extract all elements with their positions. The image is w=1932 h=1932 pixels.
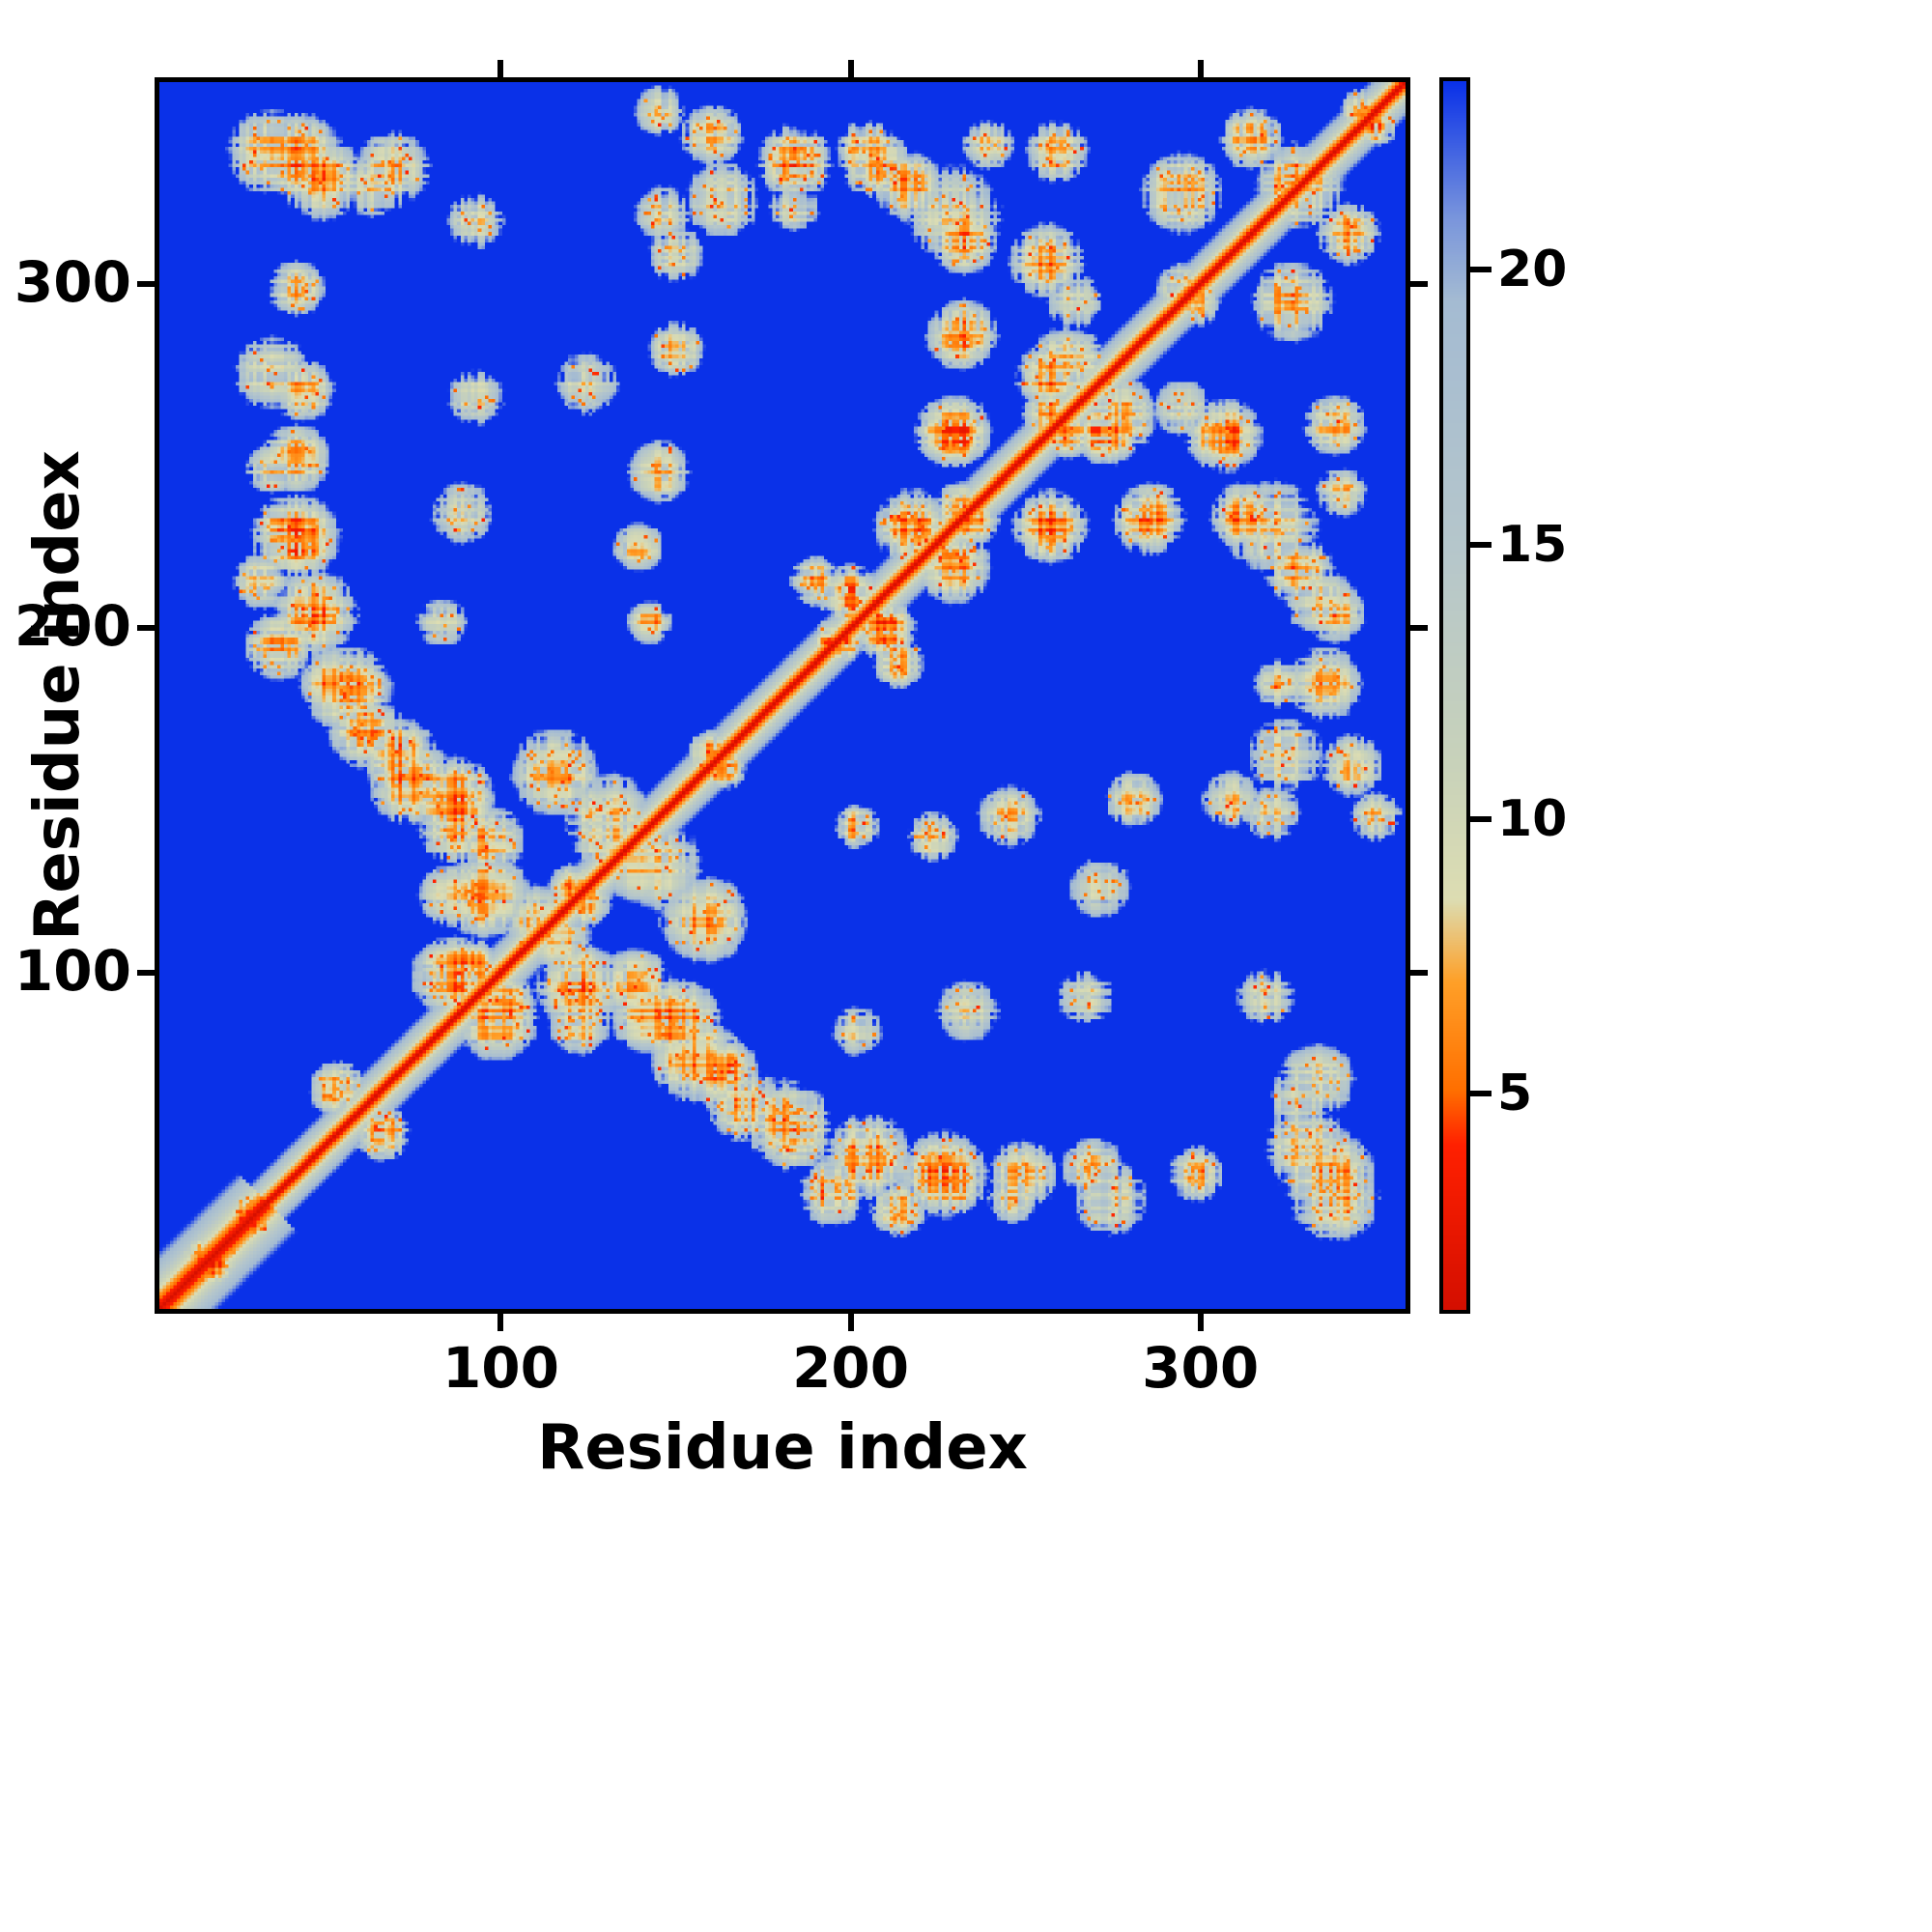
y-tick-right: [1410, 625, 1428, 632]
colorbar-tick-label: 15: [1497, 515, 1568, 574]
x-tick-bottom: [1197, 1314, 1204, 1331]
colorbar-canvas: [1443, 81, 1466, 1310]
x-tick-label: 100: [441, 1335, 560, 1401]
y-axis-label: Residue index: [22, 450, 94, 941]
colorbar-tick-label: 20: [1497, 241, 1568, 299]
y-tick-label: 200: [14, 593, 131, 660]
colorbar: [1439, 77, 1470, 1314]
colorbar-tick: [1470, 816, 1492, 822]
x-tick-top: [847, 60, 854, 77]
x-tick-label: 300: [1142, 1335, 1260, 1401]
x-tick-label: 200: [792, 1335, 910, 1401]
heatmap-canvas: [159, 82, 1406, 1309]
x-axis-label: Residue index: [537, 1412, 1028, 1484]
colorbar-tick-label: 5: [1497, 1065, 1533, 1123]
y-tick-left: [137, 970, 155, 977]
colorbar-tick: [1470, 541, 1492, 548]
colorbar-tick-label: 10: [1497, 790, 1568, 848]
y-tick-label: 300: [14, 248, 131, 315]
plot-area: [155, 77, 1410, 1314]
x-tick-bottom: [497, 1314, 504, 1331]
colorbar-tick: [1470, 1091, 1492, 1097]
x-tick-top: [497, 60, 504, 77]
x-tick-top: [1197, 60, 1204, 77]
x-tick-bottom: [847, 1314, 854, 1331]
y-tick-left: [137, 280, 155, 287]
y-tick-label: 100: [14, 938, 131, 1005]
colorbar-tick: [1470, 267, 1492, 273]
y-tick-right: [1410, 970, 1428, 977]
y-tick-left: [137, 625, 155, 632]
y-tick-right: [1410, 280, 1428, 287]
